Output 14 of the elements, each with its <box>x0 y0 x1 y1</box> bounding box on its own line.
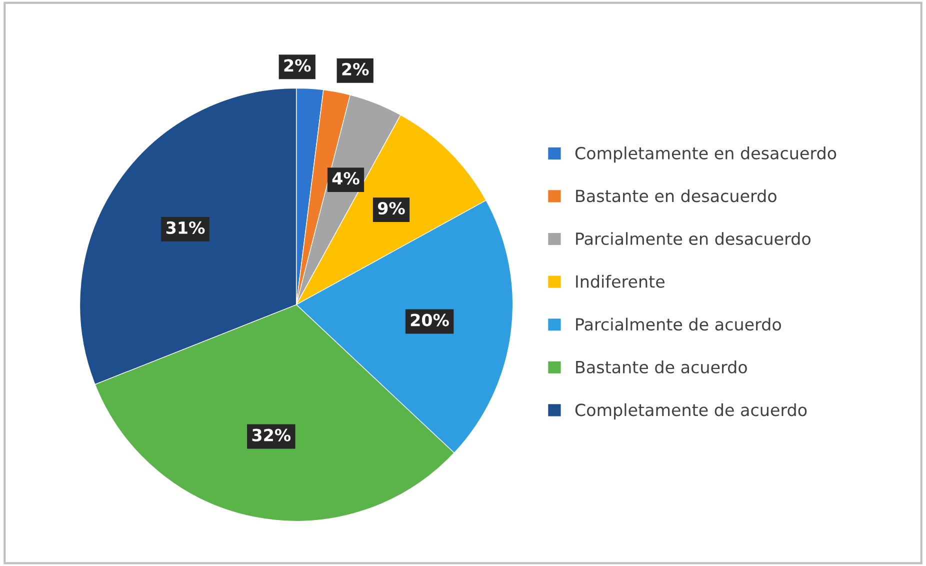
legend-label: Completamente de acuerdo <box>575 403 807 420</box>
data-label: 2% <box>342 62 369 76</box>
data-label: 2% <box>284 59 311 72</box>
data-label: 9% <box>378 202 405 215</box>
legend-label: Bastante de acuerdo <box>576 360 747 374</box>
legend-label: Parcialmente en desacuerdo <box>576 232 810 246</box>
data-label: 32% <box>252 428 291 442</box>
legend-label: Parcialmente de acuerdo <box>576 318 781 331</box>
legend-label: Bastante en desacuerdo <box>576 189 776 202</box>
data-label: 20% <box>410 314 449 326</box>
data-label: 31% <box>166 221 205 234</box>
legend-label: Completamente en desacuerdo <box>575 146 836 163</box>
legend-label: Indiferente <box>576 274 664 288</box>
data-label: 4% <box>332 172 360 185</box>
